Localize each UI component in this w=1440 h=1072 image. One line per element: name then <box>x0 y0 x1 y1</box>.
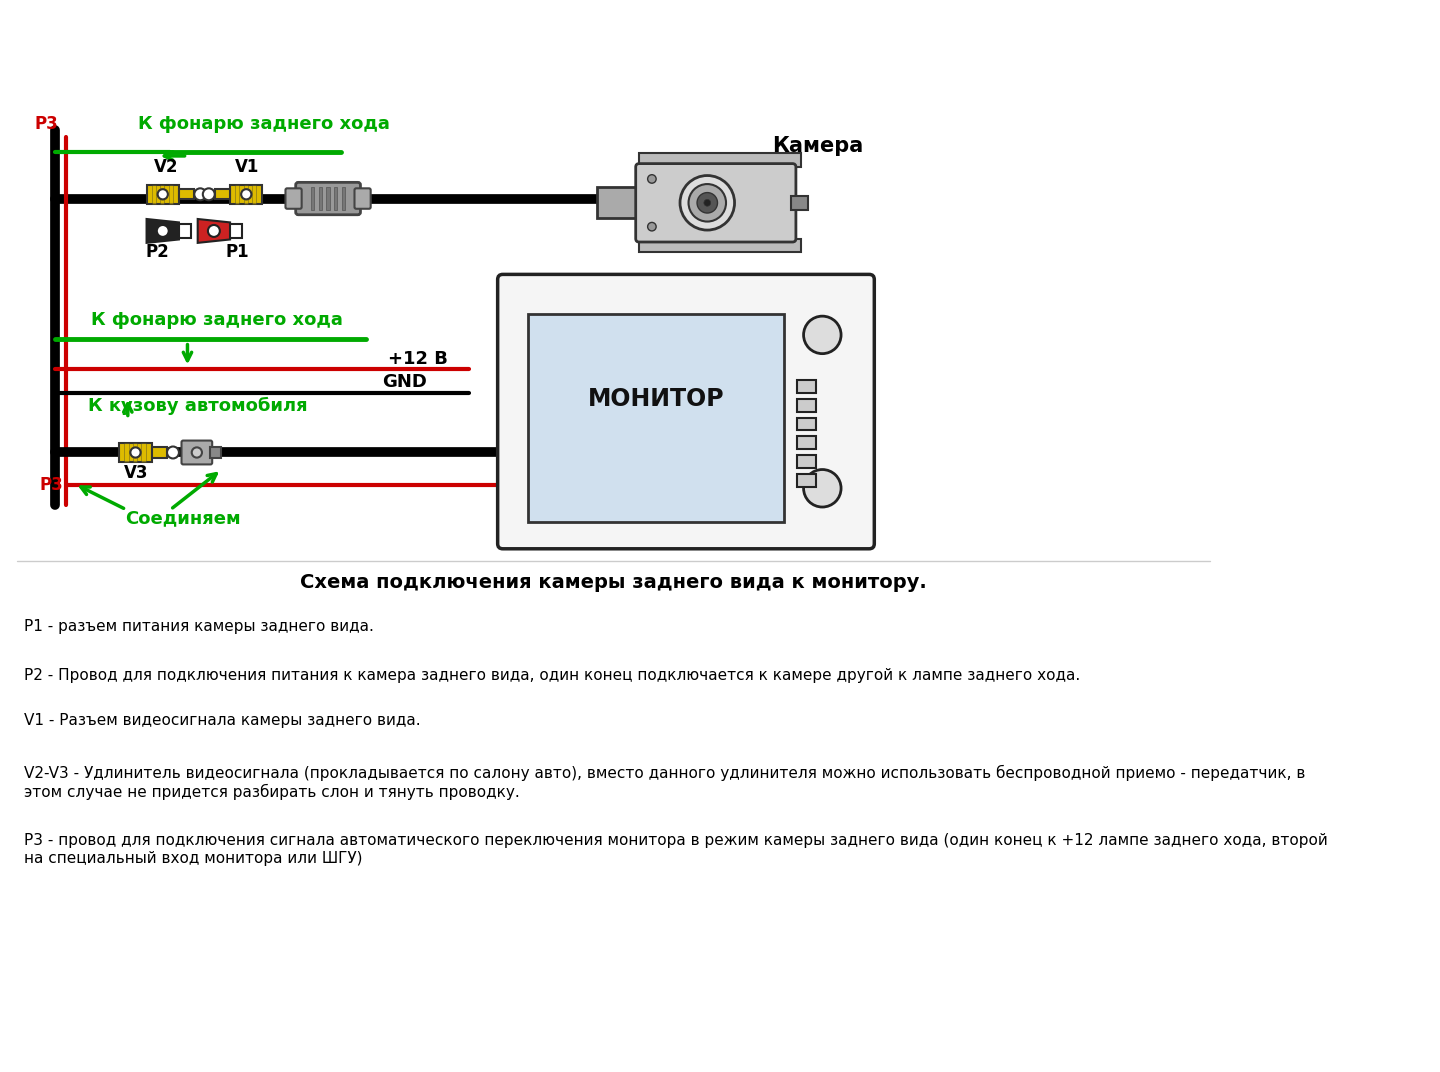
Text: V1 - Разъем видеосигнала камеры заднего вида.: V1 - Разъем видеосигнала камеры заднего … <box>24 713 420 728</box>
Circle shape <box>697 193 717 213</box>
Text: К кузову автомобиля: К кузову автомобиля <box>88 397 308 415</box>
Circle shape <box>704 199 711 206</box>
Bar <box>168 184 173 204</box>
FancyBboxPatch shape <box>635 164 796 242</box>
Text: P3: P3 <box>39 476 63 494</box>
Text: P3: P3 <box>35 115 59 133</box>
Polygon shape <box>197 219 230 243</box>
Circle shape <box>194 189 206 200</box>
Text: К фонарю заднего хода: К фонарю заднего хода <box>138 115 390 133</box>
Bar <box>796 418 815 430</box>
Text: Р3 - провод для подключения сигнала автоматического переключения монитора в режи: Р3 - провод для подключения сигнала авто… <box>24 833 1328 866</box>
Text: МОНИТОР: МОНИТОР <box>588 387 724 411</box>
Bar <box>796 381 815 392</box>
Bar <box>160 184 164 204</box>
Bar <box>796 436 815 449</box>
FancyBboxPatch shape <box>498 274 874 549</box>
Bar <box>151 447 167 458</box>
Bar <box>596 188 644 218</box>
Bar <box>796 399 815 412</box>
Text: V2-V3 - Удлинитель видеосигнала (прокладывается по салону авто), вместо данного : V2-V3 - Удлинитель видеосигнала (проклад… <box>24 765 1305 800</box>
Circle shape <box>680 176 734 230</box>
Text: V2: V2 <box>154 158 179 176</box>
Text: P2 - Провод для подключения питания к камера заднего вида, один конец подключает: P2 - Провод для подключения питания к ка… <box>24 668 1080 683</box>
Bar <box>311 187 314 210</box>
Bar <box>639 239 801 252</box>
Bar <box>334 187 337 210</box>
Bar <box>132 443 137 462</box>
Text: P1: P1 <box>225 243 249 262</box>
Circle shape <box>131 447 141 458</box>
FancyBboxPatch shape <box>354 189 370 209</box>
Bar <box>210 447 220 458</box>
Bar <box>252 184 256 204</box>
Bar <box>230 224 242 238</box>
Bar <box>151 184 156 204</box>
Text: К фонарю заднего хода: К фонарю заднего хода <box>91 311 343 328</box>
Text: P1 - разъем питания камеры заднего вида.: P1 - разъем питания камеры заднего вида. <box>24 619 374 634</box>
Text: Схема подключения камеры заднего вида к монитору.: Схема подключения камеры заднего вида к … <box>300 572 927 592</box>
Bar <box>791 196 808 210</box>
Bar <box>230 184 262 204</box>
Bar <box>120 443 151 462</box>
Text: V1: V1 <box>235 158 259 176</box>
Bar <box>318 187 323 210</box>
Bar <box>179 224 192 238</box>
Bar <box>215 189 230 199</box>
Text: +12 В: +12 В <box>387 349 448 368</box>
Circle shape <box>648 175 657 183</box>
Bar <box>147 184 179 204</box>
Text: Камера: Камера <box>772 136 864 155</box>
FancyBboxPatch shape <box>295 182 360 214</box>
Bar <box>341 187 346 210</box>
Circle shape <box>240 189 252 199</box>
Bar <box>243 184 248 204</box>
Bar <box>796 474 815 487</box>
Bar <box>327 187 330 210</box>
Circle shape <box>804 316 841 354</box>
Bar <box>796 455 815 467</box>
Bar <box>528 314 783 522</box>
Circle shape <box>157 225 168 237</box>
Circle shape <box>804 470 841 507</box>
Circle shape <box>648 222 657 230</box>
Circle shape <box>203 189 215 200</box>
FancyBboxPatch shape <box>285 189 301 209</box>
Bar <box>235 184 239 204</box>
Text: P2: P2 <box>145 243 170 262</box>
Text: Соединяем: Соединяем <box>125 509 240 527</box>
Polygon shape <box>147 219 179 243</box>
Bar <box>179 189 194 199</box>
Bar <box>141 443 145 462</box>
Text: GND: GND <box>383 373 428 391</box>
Circle shape <box>688 184 726 222</box>
Circle shape <box>157 189 168 199</box>
Bar <box>639 153 801 167</box>
FancyBboxPatch shape <box>181 441 212 464</box>
Bar <box>124 443 128 462</box>
Circle shape <box>192 447 202 458</box>
Text: V3: V3 <box>124 464 148 482</box>
Circle shape <box>207 225 220 237</box>
Circle shape <box>167 447 179 459</box>
